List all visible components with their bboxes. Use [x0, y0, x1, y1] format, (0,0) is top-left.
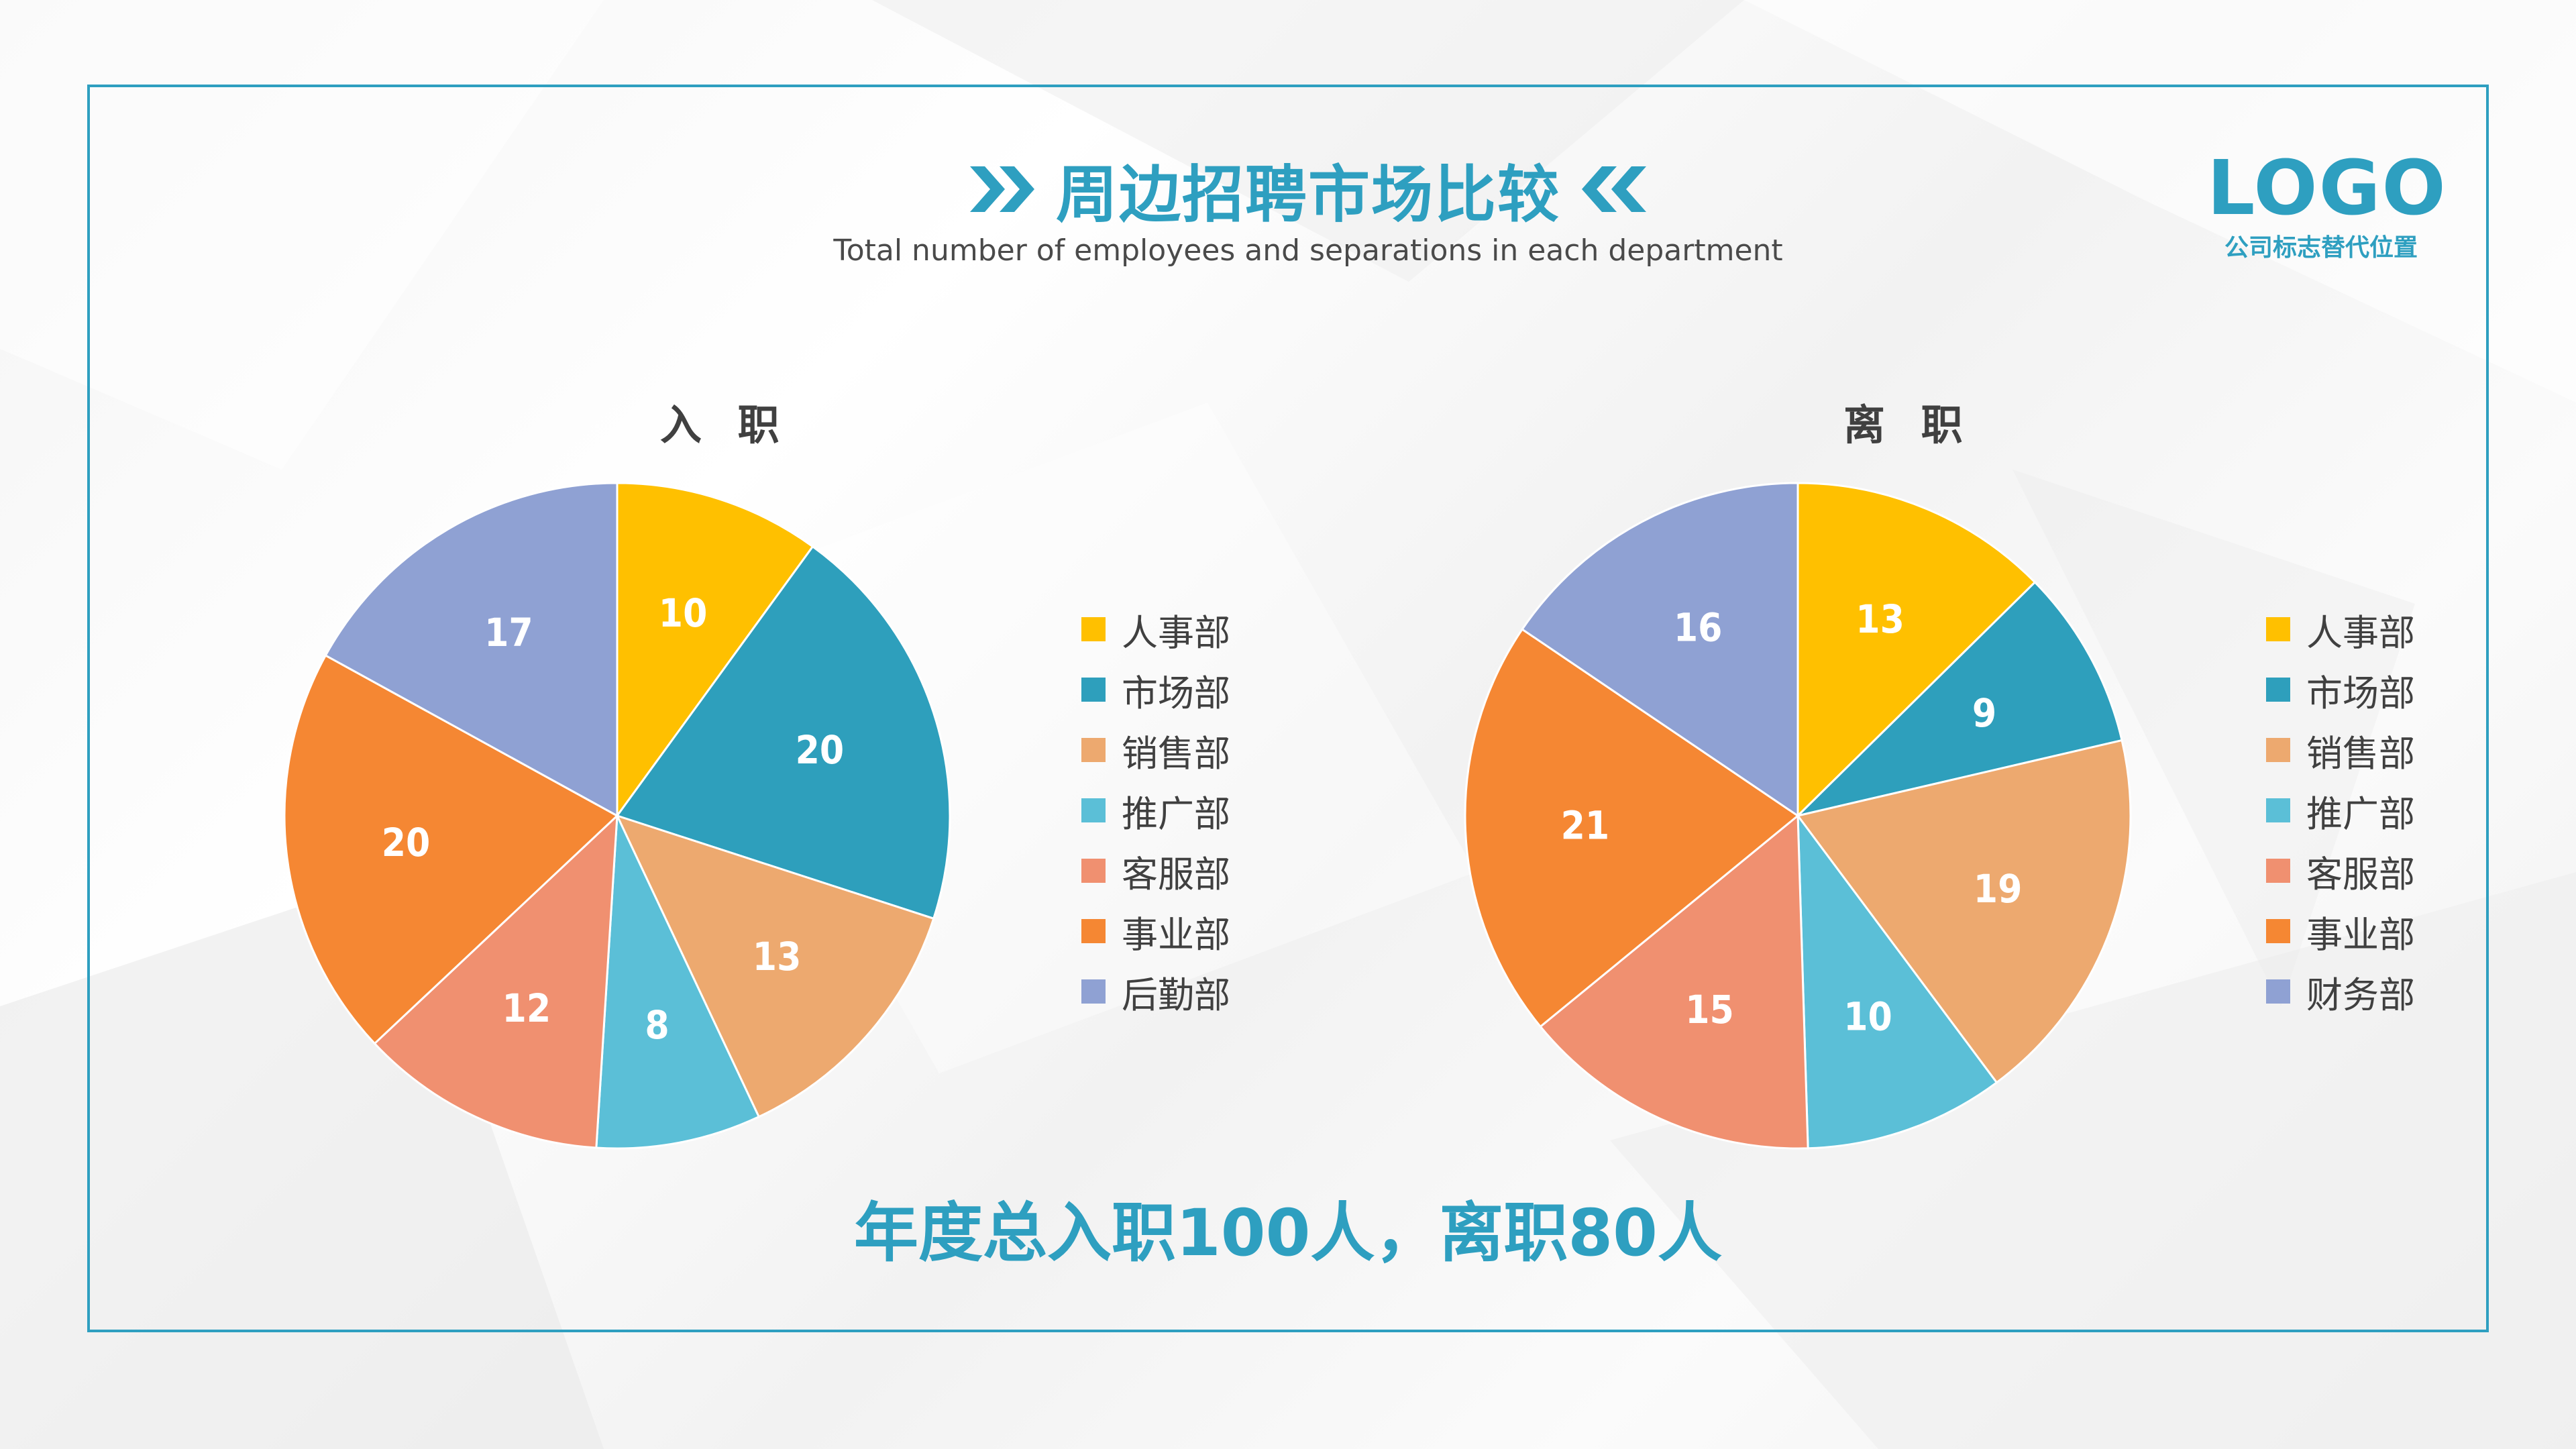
separations-legend-swatch-0	[2266, 617, 2290, 641]
logo: LOGO 公司标志替代位置	[2207, 145, 2447, 263]
hires-legend-label-6: 后勤部	[1122, 973, 1230, 1016]
hires-legend-item-3: 推广部	[1081, 780, 1323, 841]
page-subtitle: Total number of employees and separation…	[833, 233, 1783, 268]
hires-legend-item-5: 事业部	[1081, 901, 1323, 961]
separations-legend-item-4: 客服部	[2266, 841, 2508, 901]
separations-legend-item-6: 财务部	[2266, 961, 2508, 1022]
hires-legend-label-0: 人事部	[1122, 611, 1230, 654]
logo-caption: 公司标志替代位置	[2224, 234, 2418, 262]
separations-legend-item-3: 推广部	[2266, 780, 2508, 841]
hires-slice-0	[616, 482, 814, 819]
hires-data-label-5: 20	[382, 820, 431, 865]
hires-slice-1	[615, 545, 951, 920]
separations-legend-swatch-2	[2266, 738, 2290, 762]
pie-chart-hires: 10 20 13 8 12 20 17	[283, 482, 951, 1150]
title-row: 周边招聘市场比较	[953, 149, 1664, 231]
separations-legend-item-2: 销售部	[2266, 720, 2508, 780]
hires-data-label-4: 12	[502, 985, 551, 1031]
page-title: 周边招聘市场比较	[1055, 158, 1560, 231]
separations-data-label-6: 16	[1674, 605, 1723, 651]
hires-data-label-0: 10	[659, 590, 708, 636]
hires-legend-swatch-4	[1081, 859, 1106, 883]
chart-title-hires: 入 职	[660, 400, 790, 449]
double-chevron-left-icon	[1582, 166, 1646, 212]
separations-data-label-5: 21	[1561, 803, 1610, 849]
summary-text: 年度总入职100人，离职80人	[854, 1195, 1722, 1271]
separations-data-label-1: 9	[1972, 690, 1996, 736]
separations-data-label-0: 13	[1856, 596, 1904, 642]
separations-data-label-3: 10	[1843, 994, 1892, 1040]
separations-slice-1	[1794, 580, 2123, 818]
separations-legend-label-2: 销售部	[2306, 732, 2415, 775]
hires-legend-swatch-2	[1081, 738, 1106, 762]
separations-legend-swatch-1	[2266, 678, 2290, 702]
hires-legend-item-0: 人事部	[1081, 599, 1323, 659]
separations-legend-label-4: 客服部	[2306, 853, 2415, 896]
separations-legend-label-0: 人事部	[2306, 611, 2415, 654]
hires-legend-label-1: 市场部	[1122, 672, 1230, 714]
hires-legend-swatch-5	[1081, 919, 1106, 943]
separations-data-label-2: 19	[1974, 866, 2023, 912]
separations-legend-label-3: 推广部	[2306, 792, 2415, 835]
logo-text: LOGO	[2207, 145, 2447, 232]
hires-legend-label-4: 客服部	[1122, 853, 1230, 896]
hires-slice-4	[373, 813, 619, 1149]
separations-slice-5	[1464, 627, 1800, 1028]
hires-legend-item-2: 销售部	[1081, 720, 1323, 780]
hires-legend-swatch-0	[1081, 617, 1106, 641]
hires-legend-item-1: 市场部	[1081, 659, 1323, 720]
hires-legend-label-3: 推广部	[1122, 792, 1230, 835]
separations-legend-label-5: 事业部	[2306, 913, 2415, 956]
separations-legend-item-0: 人事部	[2266, 599, 2508, 659]
separations-data-label-4: 15	[1685, 987, 1734, 1032]
hires-legend-label-2: 销售部	[1122, 732, 1230, 775]
separations-legend-swatch-4	[2266, 859, 2290, 883]
hires-data-label-3: 8	[645, 1002, 669, 1048]
separations-legend-swatch-3	[2266, 798, 2290, 822]
separations-slice-3	[1796, 812, 1998, 1150]
separations-slice-2	[1796, 739, 2132, 1084]
hires-slice-5	[283, 654, 619, 1045]
separations-legend-label-6: 财务部	[2306, 973, 2415, 1016]
hires-legend-label-5: 事业部	[1122, 913, 1230, 956]
hires-slice-2	[615, 814, 935, 1118]
hires-legend-swatch-6	[1081, 979, 1106, 1004]
hires-legend-item-6: 后勤部	[1081, 961, 1323, 1022]
separations-slice-0	[1796, 482, 2037, 818]
separations-slice-6	[1521, 482, 1799, 818]
hires-data-label-1: 20	[796, 727, 845, 773]
separations-legend-item-5: 事业部	[2266, 901, 2508, 961]
separations-slice-4	[1539, 813, 1809, 1150]
content-frame	[87, 85, 2489, 1332]
hires-data-label-6: 17	[484, 610, 533, 655]
hires-slice-3	[595, 815, 761, 1150]
legend-separations: 人事部市场部销售部推广部客服部事业部财务部	[2266, 599, 2508, 1022]
separations-legend-item-1: 市场部	[2266, 659, 2508, 720]
hires-legend-swatch-1	[1081, 678, 1106, 702]
legend-hires: 人事部市场部销售部推广部客服部事业部后勤部	[1081, 599, 1323, 1022]
separations-legend-swatch-6	[2266, 979, 2290, 1004]
pie-chart-separations: 13 9 19 10 15 21 16	[1464, 482, 2132, 1150]
hires-slice-6	[324, 482, 619, 818]
hires-legend-swatch-3	[1081, 798, 1106, 822]
hires-data-label-2: 13	[753, 934, 802, 979]
chart-title-separations: 离 职	[1843, 400, 1974, 449]
hires-legend-item-4: 客服部	[1081, 841, 1323, 901]
double-chevron-right-icon	[969, 166, 1034, 212]
separations-legend-swatch-5	[2266, 919, 2290, 943]
separations-legend-label-1: 市场部	[2306, 672, 2415, 714]
